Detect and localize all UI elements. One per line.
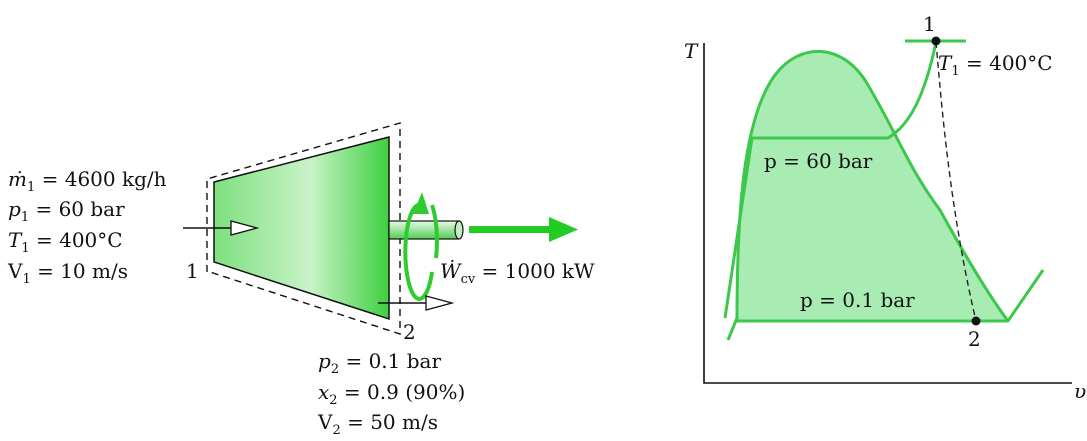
exit-state-label: 2 (403, 320, 416, 344)
power-output-arrow-icon (469, 217, 578, 242)
turbine-schematic: ṁ1 = 4600 kg/h p1 = 60 bar T1 = 400°C V1… (7, 122, 595, 438)
shaft (388, 220, 464, 240)
svg-text:p2 = 0.1 bar: p2 = 0.1 bar (318, 349, 441, 377)
svg-text:ṁ1 = 4600 kg/h: ṁ1 = 4600 kg/h (8, 167, 167, 195)
t1-label: T1 = 400°C (938, 51, 1053, 79)
low-pressure-label: p = 0.1 bar (800, 288, 915, 312)
isobar-60-bar (723, 41, 938, 319)
x-axis-label: υ (1074, 379, 1086, 403)
two-phase-region (737, 51, 1008, 322)
axes (703, 43, 1072, 384)
svg-text:T1 = 400°C: T1 = 400°C (8, 228, 123, 256)
svg-text:p1 = 60 bar: p1 = 60 bar (8, 197, 125, 225)
isobar-low-tail (726, 317, 739, 341)
svg-text:x2 = 0.9 (90%): x2 = 0.9 (90%) (318, 380, 465, 408)
saturation-dome (735, 50, 1010, 322)
inlet-flow-arrow-icon (183, 220, 260, 236)
control-volume-boundary (206, 122, 401, 335)
isobar-0-1-bar (735, 269, 1045, 323)
inlet-state-label: 1 (186, 259, 199, 283)
point-2-label: 2 (968, 327, 981, 351)
svg-text:V2 = 50 m/s: V2 = 50 m/s (317, 410, 438, 438)
inlet-conditions: ṁ1 = 4600 kg/h p1 = 60 bar T1 = 400°C V1… (7, 167, 167, 287)
exit-conditions: p2 = 0.1 bar x2 = 0.9 (90%) V2 = 50 m/s (317, 349, 465, 438)
high-pressure-label: p = 60 bar (764, 149, 873, 173)
work-label: Ẇcv = 1000 kW (440, 259, 595, 287)
state-point-2 (971, 316, 981, 326)
state-point-1 (931, 36, 941, 46)
expansion-process-line (935, 41, 977, 322)
exit-flow-arrow-icon (378, 295, 455, 311)
point-1-label: 1 (923, 12, 936, 36)
rotation-arrow-icon (403, 192, 439, 301)
tv-diagram: T υ 1 2 T1 = 400°C p = 60 bar p = 0.1 ba… (684, 12, 1086, 403)
svg-text:V1 = 10 m/s: V1 = 10 m/s (7, 259, 128, 287)
turbine-body (213, 136, 390, 321)
y-axis-label: T (684, 39, 699, 63)
